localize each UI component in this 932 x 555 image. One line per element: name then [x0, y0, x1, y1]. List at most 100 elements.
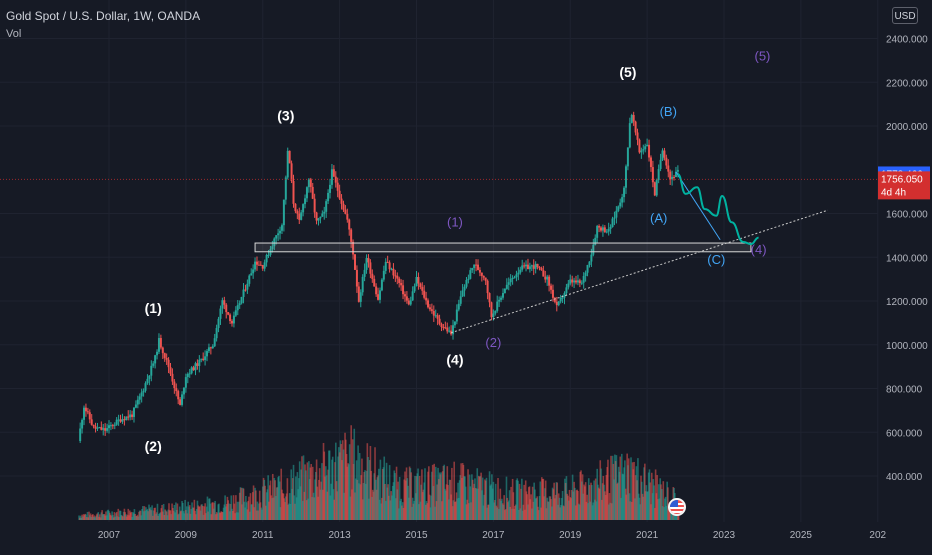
candle-body	[152, 363, 155, 366]
candle-body	[265, 254, 268, 263]
volume-bar	[467, 469, 469, 520]
candle-body	[371, 273, 374, 279]
candle-body	[415, 277, 418, 287]
y-axis-tick-label: 2400.000	[886, 35, 928, 46]
candle-body	[252, 269, 255, 274]
volume-bar	[600, 468, 602, 520]
candle-body	[596, 226, 599, 238]
candle-body	[200, 358, 203, 360]
candle-body	[261, 265, 264, 269]
candle-body	[123, 419, 126, 421]
volume-bar	[521, 478, 523, 520]
candle-body	[505, 284, 508, 289]
candle-body	[452, 325, 455, 335]
current-price-label: 1756.050	[881, 174, 923, 185]
candle-body	[576, 280, 579, 283]
candle-body	[156, 351, 159, 356]
volume-bar	[89, 513, 92, 520]
candle-body	[538, 267, 541, 269]
candle-body	[94, 426, 97, 429]
candle-body	[106, 428, 109, 431]
candle-body	[271, 246, 274, 250]
candle-body	[609, 227, 612, 229]
candle-body	[501, 293, 504, 298]
candle-body	[565, 287, 568, 294]
candle-body	[478, 269, 481, 273]
candle-body	[615, 210, 618, 218]
candle-body	[619, 202, 622, 207]
candle-body	[640, 150, 643, 153]
candle-body	[676, 169, 679, 172]
candle-body	[563, 293, 566, 298]
volume-bar	[492, 481, 495, 520]
volume-indicator-label[interactable]: Vol	[6, 28, 22, 40]
volume-bar	[267, 475, 269, 520]
volume-bar	[619, 456, 622, 520]
volume-bar	[328, 450, 331, 520]
candle-body	[511, 277, 514, 279]
candle-body	[217, 318, 220, 328]
candle-body	[392, 268, 395, 276]
candle-body	[190, 367, 193, 374]
volume-bar	[653, 485, 655, 520]
volume-bar	[398, 476, 401, 520]
candle-body	[528, 266, 531, 270]
candle-body	[332, 169, 335, 177]
candle-body	[671, 176, 674, 180]
candle-body	[361, 276, 364, 293]
y-axis-tick-label: 1200.000	[886, 297, 928, 308]
volume-bar	[607, 459, 609, 520]
candle-body	[446, 327, 449, 332]
volume-bar	[610, 455, 612, 520]
volume-bar	[302, 455, 305, 520]
volume-bar	[539, 481, 542, 520]
candle-body	[231, 321, 233, 324]
candle-body	[209, 347, 212, 349]
candle-body	[242, 289, 245, 297]
volume-bar	[342, 449, 345, 520]
currency-button[interactable]: USD	[892, 7, 918, 24]
y-axis-tick-label: 1600.000	[886, 210, 928, 221]
candle-body	[503, 288, 506, 294]
volume-bar	[99, 514, 101, 520]
candle-body	[204, 356, 207, 360]
candle-body	[304, 198, 307, 205]
candle-body	[523, 265, 526, 267]
volume-bar	[497, 478, 499, 520]
candle-body	[84, 407, 87, 412]
candle-body	[234, 310, 237, 316]
candle-body	[136, 399, 139, 405]
candle-body	[573, 280, 576, 283]
candle-body	[555, 301, 558, 306]
volume-bar	[236, 501, 239, 520]
volume-bar	[214, 500, 216, 520]
candle-body	[196, 363, 199, 366]
us-flag-icon[interactable]	[668, 498, 686, 516]
volume-bar	[306, 462, 309, 520]
candle-body	[259, 264, 262, 266]
candle-body	[159, 338, 162, 348]
candle-body	[467, 278, 470, 280]
candle-body	[553, 297, 556, 302]
candle-body	[86, 411, 89, 413]
candle-body	[165, 357, 168, 360]
candle-body	[624, 166, 627, 188]
candle-body	[83, 407, 86, 420]
candle-body	[657, 168, 660, 181]
candle-body	[530, 265, 533, 267]
y-axis-tick-label: 2200.000	[886, 78, 928, 89]
symbol-title[interactable]: Gold Spot / U.S. Dollar, 1W, OANDA	[6, 9, 201, 23]
candle-body	[198, 359, 201, 366]
candle-body	[352, 241, 355, 255]
candle-body	[642, 149, 645, 151]
candle-body	[480, 272, 483, 276]
volume-bar	[176, 503, 179, 520]
candle-body	[649, 157, 652, 168]
wave-label: (1)	[145, 300, 162, 316]
candle-body	[282, 199, 285, 226]
candle-body	[440, 323, 443, 328]
candle-body	[655, 180, 658, 196]
candle-body	[384, 261, 387, 271]
